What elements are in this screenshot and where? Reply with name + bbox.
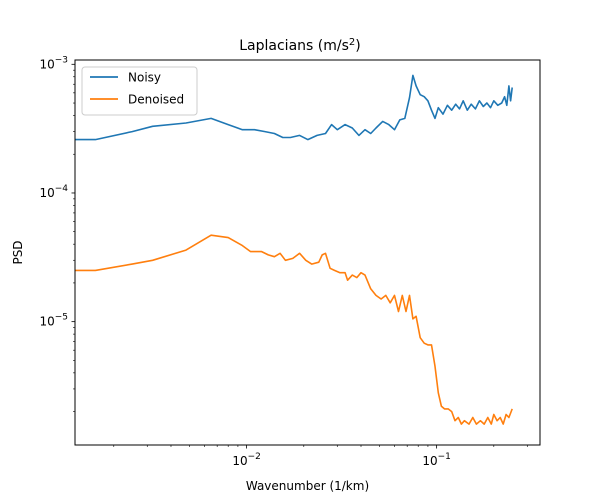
legend-box <box>81 66 198 116</box>
x-axis-ticks: 10−2 10−1 <box>113 445 528 468</box>
y-tick-label: 10−3 <box>39 55 68 71</box>
chart-title-superscript: 2 <box>349 37 355 48</box>
chart-title-main: Laplacians (m/s <box>239 38 349 54</box>
x-tick-label: 10−2 <box>232 452 261 468</box>
y-tick-label: 10−5 <box>39 313 68 329</box>
chart-title-end: ) <box>355 38 360 54</box>
legend: Noisy Denoised <box>81 66 198 116</box>
x-tick-label: 10−1 <box>422 452 451 468</box>
legend-label-noisy: Noisy <box>128 71 161 85</box>
plot-area <box>75 74 513 425</box>
axes-frame <box>74 59 541 446</box>
y-tick-label: 10−4 <box>39 184 68 200</box>
series-line-denoised <box>75 234 513 425</box>
series-line-noisy <box>75 74 513 141</box>
y-axis-ticks: 10−5 10−4 10−3 <box>39 55 75 412</box>
chart-title: Laplacians (m/s2) <box>239 37 360 54</box>
y-axis-label: PSD <box>11 240 25 264</box>
x-axis-label: Wavenumber (1/km) <box>246 479 369 493</box>
legend-label-denoised: Denoised <box>128 93 184 107</box>
